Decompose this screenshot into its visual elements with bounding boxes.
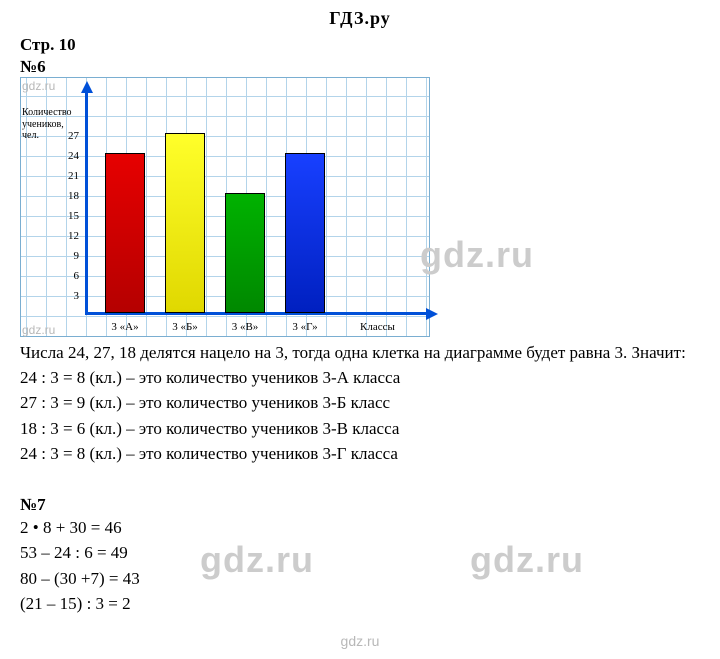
y-tick-label: 12 bbox=[55, 230, 79, 242]
y-title-line: чел. bbox=[22, 130, 39, 141]
y-tick-label: 9 bbox=[55, 250, 79, 262]
exercise-7-line: (21 – 15) : 3 = 2 bbox=[20, 591, 700, 617]
exercise-7-line: 2 • 8 + 30 = 46 bbox=[20, 515, 700, 541]
exercise-6-line: 27 : 3 = 9 (кл.) – это количество ученик… bbox=[20, 390, 700, 416]
y-title-line: учеников, bbox=[22, 119, 64, 130]
x-axis-title: Классы bbox=[360, 321, 395, 333]
y-tick-label: 15 bbox=[55, 210, 79, 222]
exercise-7-line: 53 – 24 : 6 = 49 bbox=[20, 540, 700, 566]
y-axis-arrow-icon bbox=[81, 81, 93, 93]
watermark-small: gdz.ru bbox=[22, 323, 55, 337]
chart-bar bbox=[105, 153, 145, 313]
watermark-big: gdz.ru bbox=[200, 539, 314, 581]
y-tick-label: 27 bbox=[55, 130, 79, 142]
site-header: ГДЗ.ру bbox=[0, 0, 720, 33]
exercise-6-line: 18 : 3 = 6 (кл.) – это количество ученик… bbox=[20, 416, 700, 442]
y-tick-label: 24 bbox=[55, 150, 79, 162]
chart-plot-area: 3691215182124273 «А»3 «Б»3 «В»3 «Г» bbox=[85, 95, 425, 315]
y-tick-label: 3 bbox=[55, 290, 79, 302]
y-tick-label: 18 bbox=[55, 190, 79, 202]
page-reference: Стр. 10 bbox=[20, 35, 700, 55]
watermark-big: gdz.ru bbox=[470, 539, 584, 581]
x-tick-label: 3 «Б» bbox=[160, 321, 210, 333]
exercise-6-line: 24 : 3 = 8 (кл.) – это количество ученик… bbox=[20, 441, 700, 467]
chart-bar bbox=[285, 153, 325, 313]
exercise-6-line: 24 : 3 = 8 (кл.) – это количество ученик… bbox=[20, 365, 700, 391]
footer-watermark: gdz.ru bbox=[0, 627, 720, 659]
exercise-6-intro: Числа 24, 27, 18 делятся нацело на 3, то… bbox=[20, 341, 700, 365]
x-tick-label: 3 «А» bbox=[100, 321, 150, 333]
chart-bar bbox=[165, 133, 205, 313]
watermark-big: gdz.ru bbox=[420, 234, 534, 276]
x-tick-label: 3 «В» bbox=[220, 321, 270, 333]
x-axis-arrow-icon bbox=[426, 308, 438, 320]
x-tick-label: 3 «Г» bbox=[280, 321, 330, 333]
y-tick-label: 6 bbox=[55, 270, 79, 282]
y-title-line: Количество bbox=[22, 107, 72, 118]
y-axis bbox=[85, 87, 88, 315]
exercise-7-line: 80 – (30 +7) = 43 bbox=[20, 566, 700, 592]
watermark-small: gdz.ru bbox=[22, 79, 55, 93]
y-tick-label: 21 bbox=[55, 170, 79, 182]
exercise-6-number: №6 bbox=[20, 57, 700, 77]
exercise-7-number: №7 bbox=[20, 495, 700, 515]
page-content: Стр. 10 №6 gdz.ru Количество учеников, ч… bbox=[0, 33, 720, 627]
bar-chart: gdz.ru Количество учеников, чел. 3691215… bbox=[20, 77, 430, 337]
chart-bar bbox=[225, 193, 265, 313]
